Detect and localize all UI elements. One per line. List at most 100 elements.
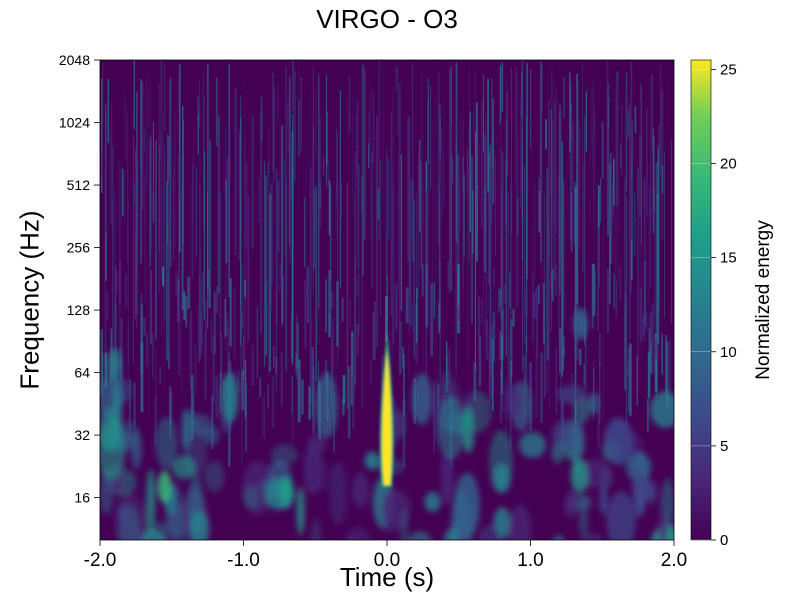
noise-blob [489, 430, 513, 493]
noise-streak [515, 65, 517, 185]
noise-streak [107, 79, 110, 143]
noise-streak [499, 65, 502, 124]
noise-streak [627, 109, 630, 138]
noise-blob [315, 372, 338, 439]
noise-streak [304, 197, 306, 268]
noise-streak [467, 147, 468, 238]
noise-streak [173, 147, 175, 221]
noise-streak [534, 181, 536, 282]
noise-streak [161, 107, 164, 162]
noise-streak [312, 66, 314, 295]
noise-streak [159, 146, 160, 252]
noise-streak [346, 182, 348, 410]
noise-streak [361, 176, 363, 213]
noise-streak [226, 158, 229, 263]
noise-streak [469, 111, 471, 232]
colorbar [690, 59, 712, 541]
noise-streak [356, 113, 358, 170]
noise-patch [279, 476, 294, 509]
y-tick-label: 256 [67, 240, 91, 256]
noise-streak [462, 154, 464, 301]
noise-streak [202, 72, 205, 175]
noise-streak [315, 185, 318, 381]
noise-streak [649, 312, 653, 373]
noise-streak [421, 72, 423, 293]
noise-blob [633, 467, 647, 518]
noise-streak [412, 85, 414, 221]
noise-streak [375, 127, 377, 189]
noise-streak [336, 128, 338, 193]
noise-streak [300, 76, 302, 151]
noise-streak [260, 96, 263, 142]
noise-streak [114, 188, 116, 397]
noise-streak [119, 260, 121, 304]
noise-streak [403, 354, 405, 416]
noise-streak [613, 158, 615, 206]
noise-streak [444, 96, 445, 214]
noise-streak [204, 300, 207, 354]
noise-streak [542, 282, 546, 344]
noise-streak [101, 78, 103, 193]
noise-streak [298, 100, 301, 157]
noise-streak [275, 171, 277, 392]
noise-streak [516, 197, 519, 236]
noise-streak [617, 76, 619, 138]
noise-streak [133, 183, 135, 206]
noise-streak [634, 192, 636, 256]
noise-streak [323, 155, 325, 176]
noise-streak [369, 360, 372, 385]
noise-streak [238, 129, 241, 261]
noise-streak [644, 260, 646, 326]
noise-streak [225, 180, 228, 264]
noise-streak [458, 141, 459, 265]
noise-streak [159, 133, 161, 161]
y-tick-label: 128 [67, 302, 91, 318]
noise-streak [209, 127, 210, 287]
noise-streak [269, 193, 271, 372]
noise-streak [641, 134, 642, 360]
noise-streak [318, 75, 320, 310]
noise-streak [388, 158, 390, 240]
noise-streak [245, 162, 248, 250]
noise-streak [647, 398, 649, 433]
noise-streak [163, 171, 165, 393]
noise-streak [336, 281, 339, 347]
noise-streak [261, 183, 263, 323]
noise-streak [555, 86, 557, 235]
noise-streak [213, 292, 216, 355]
noise-streak [120, 318, 123, 391]
noise-streak [166, 180, 168, 361]
noise-blob [462, 405, 475, 454]
noise-streak [265, 175, 268, 356]
noise-streak [664, 334, 668, 394]
noise-streak [362, 64, 364, 276]
noise-streak [178, 64, 181, 253]
noise-streak [492, 97, 495, 204]
noise-streak [251, 344, 254, 386]
noise-streak [548, 103, 551, 235]
colorbar-tick-label: 15 [720, 250, 737, 267]
noise-streak [502, 152, 504, 361]
noise-streak [639, 100, 642, 334]
noise-streak [193, 130, 195, 223]
noise-streak [392, 83, 395, 148]
noise-streak [371, 150, 373, 289]
noise-blob [411, 373, 433, 425]
noise-streak [671, 139, 672, 323]
noise-streak [484, 134, 486, 269]
noise-streak [158, 83, 160, 294]
noise-streak [417, 153, 419, 299]
noise-streak [195, 82, 197, 146]
x-tick-label: 2.0 [661, 550, 687, 571]
noise-streak [347, 109, 350, 138]
noise-streak [152, 179, 154, 277]
noise-streak [331, 291, 334, 310]
noise-streak [152, 192, 155, 224]
noise-streak [136, 91, 138, 315]
noise-streak [337, 184, 338, 366]
noise-streak [419, 139, 421, 232]
noise-blob [658, 513, 668, 540]
noise-streak [168, 81, 170, 320]
noise-streak [645, 311, 648, 332]
noise-streak [387, 155, 388, 296]
